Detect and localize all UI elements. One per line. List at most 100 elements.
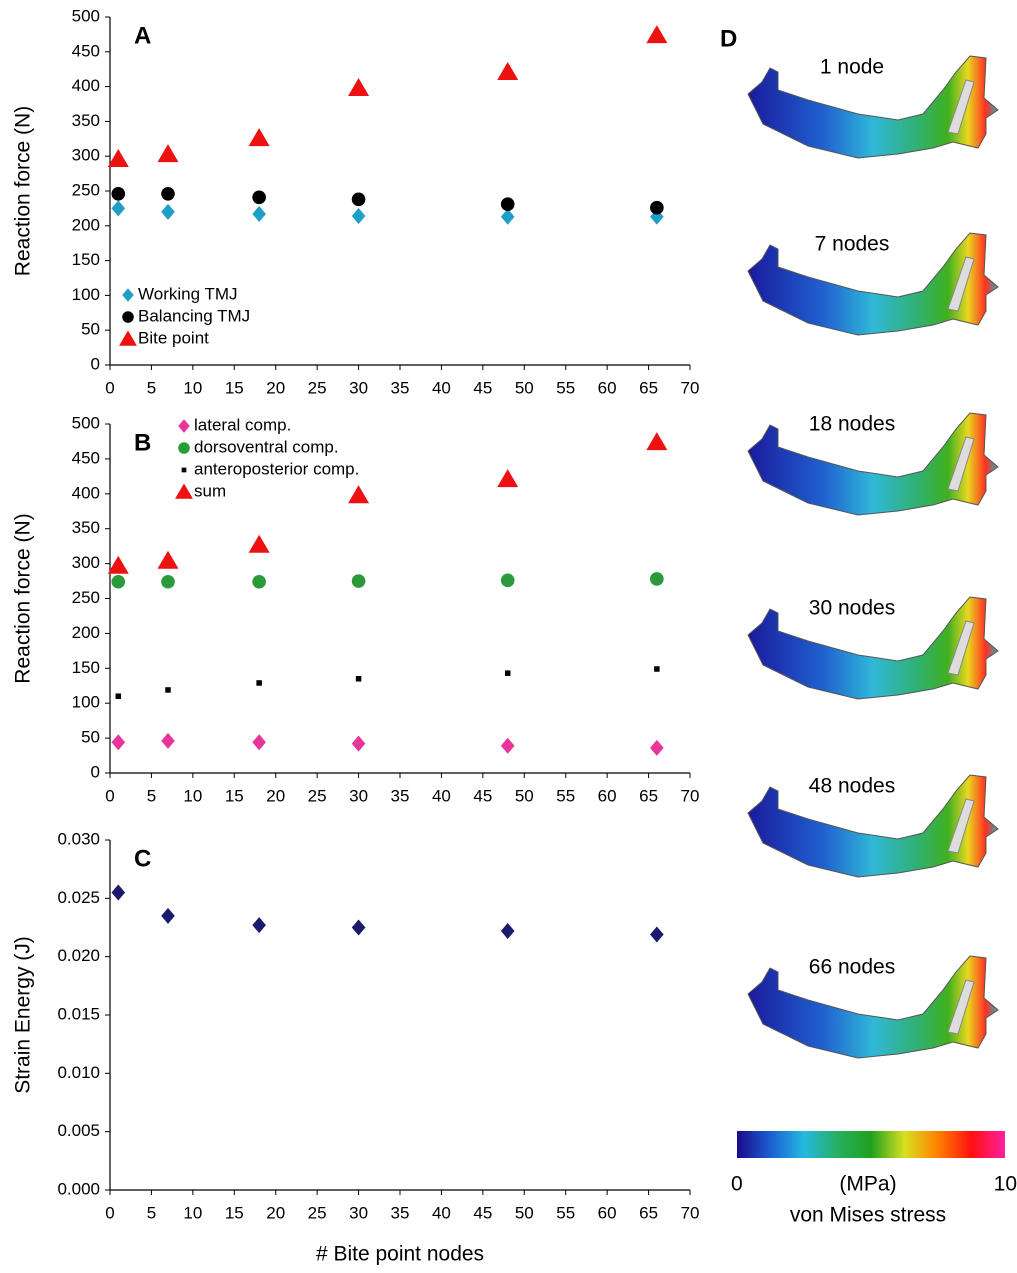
data-point: [249, 535, 270, 553]
y-tick-label: 200: [72, 623, 100, 642]
y-tick-label: 350: [72, 518, 100, 537]
x-tick-label: 70: [681, 378, 700, 397]
x-tick-label: 15: [225, 786, 244, 805]
data-point: [501, 197, 515, 211]
x-tick-label: 35: [391, 1203, 410, 1222]
panel-label: A: [134, 22, 151, 49]
legend-marker: [175, 484, 193, 499]
data-point: [252, 575, 266, 589]
data-point: [111, 885, 125, 901]
y-tick-label: 50: [81, 728, 100, 747]
data-point: [352, 208, 366, 224]
colorbar-title: von Mises stress: [790, 1204, 946, 1227]
y-tick-label: 150: [72, 658, 100, 677]
x-tick-label: 25: [308, 1203, 327, 1222]
legend-marker: [122, 311, 134, 323]
y-tick-label: 0.020: [57, 946, 100, 965]
x-tick-label: 55: [556, 1203, 575, 1222]
data-point: [161, 908, 175, 924]
y-tick-label: 0.005: [57, 1121, 100, 1140]
data-point: [158, 144, 179, 162]
legend-marker: [122, 288, 134, 302]
data-point: [252, 190, 266, 204]
x-tick-label: 5: [147, 378, 156, 397]
legend-marker: [119, 331, 137, 346]
y-axis-label: Reaction force (N): [12, 513, 35, 683]
data-point: [108, 556, 129, 574]
x-tick-label: 0: [105, 786, 114, 805]
y-tick-label: 500: [72, 413, 100, 432]
data-point: [497, 469, 518, 487]
y-tick-label: 500: [72, 6, 100, 25]
data-point: [249, 128, 270, 146]
y-tick-label: 400: [72, 76, 100, 95]
y-tick-label: 300: [72, 553, 100, 572]
x-tick-label: 20: [266, 378, 285, 397]
y-tick-label: 0.025: [57, 888, 100, 907]
data-point: [111, 200, 125, 216]
data-point: [501, 923, 515, 939]
data-point: [111, 734, 125, 750]
data-point: [165, 687, 171, 693]
panel-label: D: [720, 25, 737, 52]
legend-label: Bite point: [138, 328, 209, 347]
image-label: 30 nodes: [809, 597, 895, 620]
y-tick-label: 300: [72, 146, 100, 165]
x-tick-label: 65: [639, 378, 658, 397]
x-tick-label: 60: [598, 786, 617, 805]
y-tick-label: 0: [91, 354, 100, 373]
data-point: [654, 666, 660, 672]
image-label: 48 nodes: [809, 775, 895, 798]
data-point: [256, 680, 262, 686]
x-tick-label: 10: [183, 1203, 202, 1222]
x-tick-label: 45: [473, 378, 492, 397]
data-point: [650, 201, 664, 215]
data-point: [352, 920, 366, 936]
x-tick-label: 15: [225, 1203, 244, 1222]
data-point: [116, 693, 122, 699]
legend-label: lateral comp.: [194, 415, 291, 434]
x-tick-label: 20: [266, 1203, 285, 1222]
legend-marker: [178, 419, 190, 433]
y-tick-label: 250: [72, 588, 100, 607]
x-tick-label: 50: [515, 378, 534, 397]
y-tick-label: 0.015: [57, 1004, 100, 1023]
legend-label: Working TMJ: [138, 284, 238, 303]
x-tick-label: 40: [432, 786, 451, 805]
y-tick-label: 0.000: [57, 1179, 100, 1198]
data-point: [158, 551, 179, 569]
legend-marker: [178, 442, 190, 454]
data-point: [111, 575, 125, 589]
x-tick-label: 5: [147, 1203, 156, 1222]
y-tick-label: 450: [72, 41, 100, 60]
data-point: [161, 575, 175, 589]
y-tick-label: 0.030: [57, 829, 100, 848]
y-axis-label: Reaction force (N): [12, 106, 35, 276]
panel-label: C: [134, 845, 151, 872]
x-tick-label: 25: [308, 378, 327, 397]
image-label: 66 nodes: [809, 956, 895, 979]
figure: 0501001502002503003504004505000510152025…: [0, 0, 1017, 1273]
x-tick-label: 45: [473, 786, 492, 805]
data-point: [646, 432, 667, 450]
y-tick-label: 50: [81, 320, 100, 339]
data-point: [352, 193, 366, 207]
x-tick-label: 0: [105, 1203, 114, 1222]
data-point: [501, 209, 515, 225]
x-tick-label: 5: [147, 786, 156, 805]
x-tick-label: 10: [183, 378, 202, 397]
data-point: [252, 917, 266, 933]
data-point: [356, 676, 362, 682]
image-label: 18 nodes: [809, 413, 895, 436]
panel-label: B: [134, 429, 151, 456]
x-tick-label: 0: [105, 378, 114, 397]
y-tick-label: 100: [72, 285, 100, 304]
colorbar: [737, 1131, 1005, 1158]
data-point: [497, 62, 518, 80]
x-tick-label: 40: [432, 1203, 451, 1222]
legend-label: Balancing TMJ: [138, 306, 250, 325]
x-tick-label: 45: [473, 1203, 492, 1222]
legend-label: dorsoventral comp.: [194, 437, 339, 456]
data-point: [161, 733, 175, 749]
x-tick-label: 50: [515, 1203, 534, 1222]
